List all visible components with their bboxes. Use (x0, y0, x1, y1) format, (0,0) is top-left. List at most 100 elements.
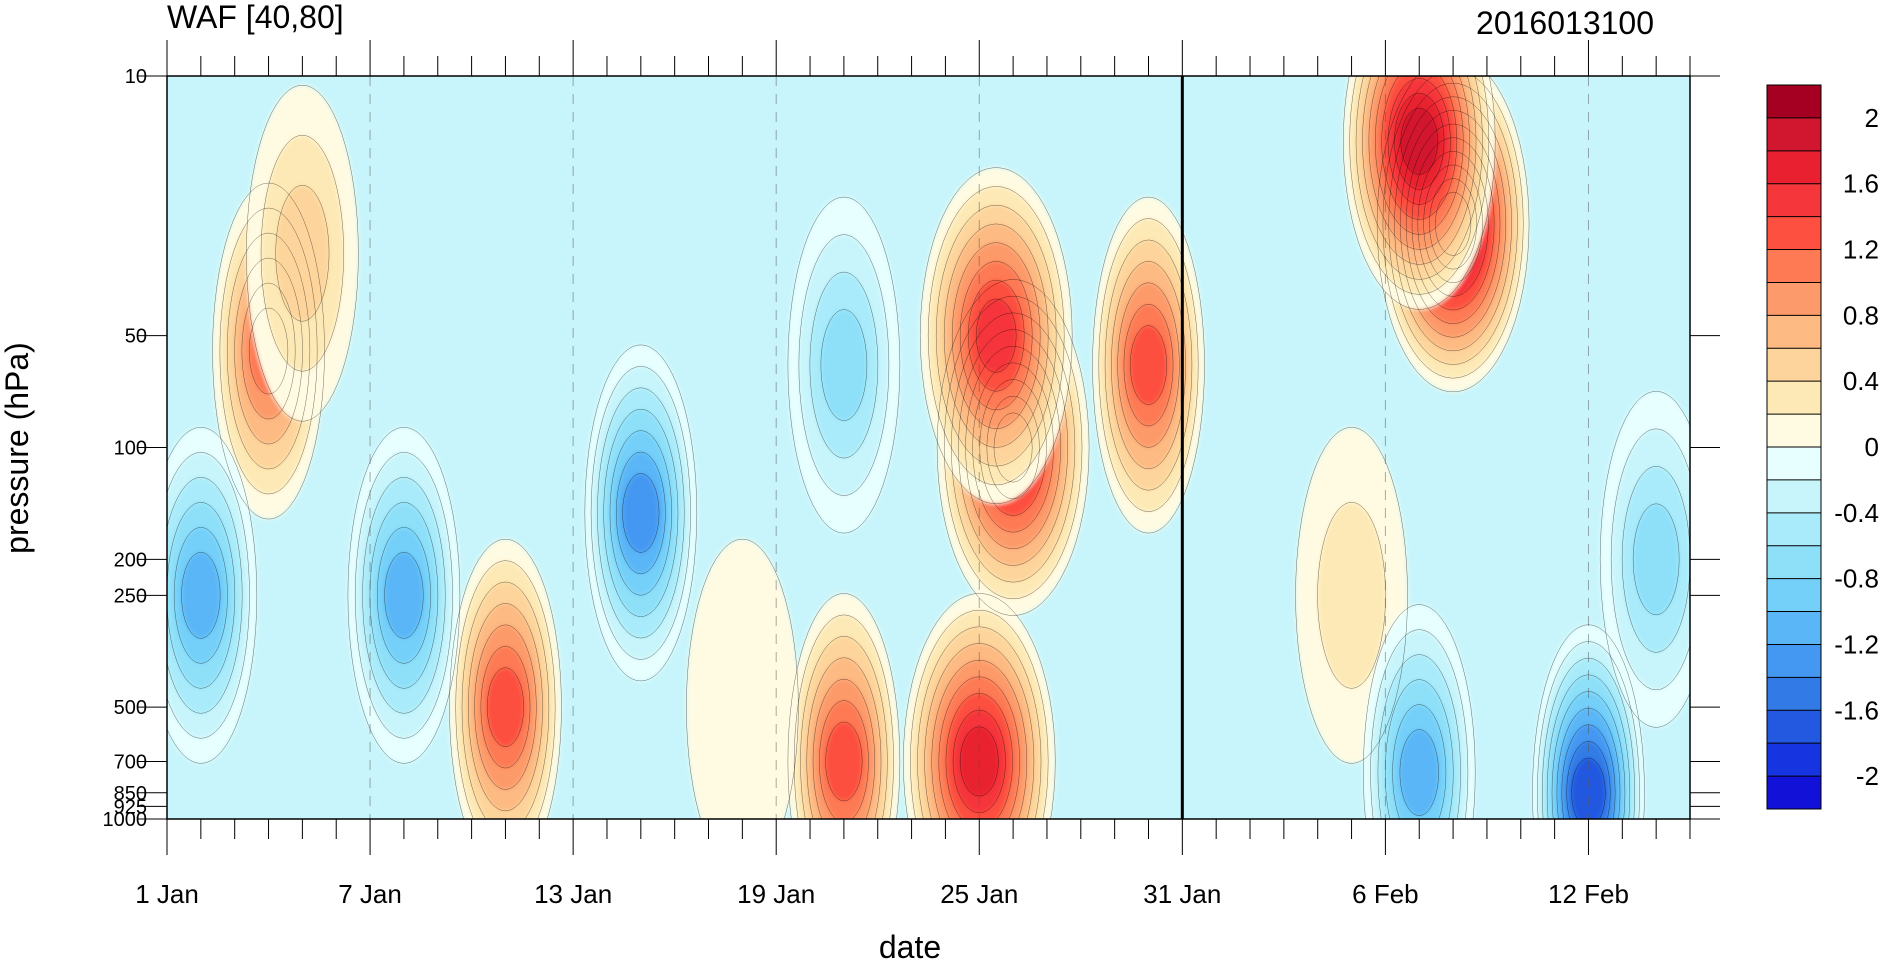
contour-line (468, 603, 543, 812)
colorbar-swatch (1767, 479, 1821, 514)
x-tick-label: 31 Jan (1143, 879, 1221, 909)
contour-line (1370, 629, 1469, 819)
contour-line (455, 560, 556, 819)
contour-line (167, 502, 236, 689)
colorbar-swatch (1767, 578, 1821, 613)
contour-line (936, 279, 1090, 616)
colorbar-label: -2 (1856, 761, 1879, 791)
x-axis: 1 Jan 7 Jan 13 Jan 19 Jan 25 Jan 31 Jan 6 Feb 1… (135, 40, 1691, 909)
contour-line (958, 329, 1069, 566)
colorbar-swatch (1767, 677, 1821, 711)
y-tick-label: 50 (125, 326, 147, 348)
colorbar-swatch (1767, 381, 1821, 415)
contour-line (812, 678, 875, 819)
x-tick-label: 13 Jan (534, 879, 612, 909)
contour-lines (167, 76, 1690, 819)
colorbar-label: 0 (1865, 432, 1879, 462)
x-axis-label: date (879, 929, 941, 961)
contour-line (234, 257, 303, 445)
contour-line (1117, 282, 1180, 448)
contour-line (1423, 164, 1483, 283)
contour-line (616, 451, 666, 575)
contour-feature (920, 167, 1073, 504)
contour-line (1394, 96, 1512, 352)
contour-line (1092, 196, 1205, 534)
y-tick-label: 850 (114, 783, 147, 805)
contour-line (449, 538, 562, 819)
contour-line (241, 282, 296, 420)
colorbar-swatch (1767, 183, 1821, 218)
contour-line (1355, 76, 1483, 280)
y-axis-label: pressure (hPa) (0, 342, 35, 554)
contour-line (1123, 303, 1174, 427)
contour-feature (584, 344, 697, 681)
contour-line (1411, 137, 1495, 311)
contour-line (474, 624, 537, 790)
contour-band (976, 298, 1017, 373)
colorbar-swatch (1767, 282, 1821, 316)
contour-line (1417, 151, 1489, 297)
y-tick-label: 250 (114, 585, 147, 607)
contour-line (793, 614, 894, 819)
contour-line (1400, 110, 1507, 338)
contour-line (1362, 76, 1477, 265)
contour-line (975, 298, 1017, 373)
contour-line (1349, 76, 1490, 295)
contour-line (1098, 218, 1199, 512)
contour-line (1381, 76, 1458, 220)
colorbar-swatch (1767, 611, 1821, 645)
colorbar-label: -0.8 (1834, 564, 1879, 594)
contour-band (487, 667, 524, 747)
contour-feature (686, 539, 799, 819)
contour-line (798, 234, 890, 496)
contour-line (1610, 428, 1690, 691)
colorbar-swatch (1767, 315, 1821, 349)
contour-line (686, 538, 799, 819)
contour-line (1377, 654, 1461, 819)
colorbar-frame (1766, 84, 1822, 810)
contour-line (1392, 704, 1447, 819)
contour-line (1295, 427, 1408, 764)
contour-line (800, 636, 888, 819)
contour-band (1317, 502, 1386, 689)
contour-band (1399, 729, 1439, 816)
contour-line (910, 609, 1049, 819)
contour-line (584, 344, 698, 682)
contour-field (167, 76, 1690, 819)
contour-line (603, 408, 679, 617)
contour-line (1405, 123, 1501, 324)
y-tick-label: 1000 (103, 809, 148, 831)
colorbar-label: 1.2 (1843, 235, 1879, 265)
contour-line (384, 552, 424, 639)
colorbar-label: 0.4 (1843, 366, 1879, 396)
contour-line (820, 309, 868, 421)
contour-line (1129, 325, 1168, 405)
y-tick-label: 100 (114, 438, 147, 460)
plot-area (167, 76, 1690, 819)
contour-feature (1092, 197, 1205, 534)
contour-feature (1343, 76, 1496, 310)
contour-line (1387, 78, 1451, 205)
contour-feature (787, 197, 900, 534)
colorbar-swatch (1767, 545, 1821, 580)
contour-band (181, 552, 221, 639)
contour-line (917, 626, 1042, 819)
contour-line (1363, 604, 1476, 819)
contour-line (986, 395, 1040, 500)
contour-line (943, 223, 1049, 448)
contour-line (903, 593, 1056, 819)
x-tick-label: 25 Jan (940, 879, 1018, 909)
colorbar-label: 0.8 (1843, 300, 1879, 330)
colorbar-swatch (1767, 447, 1821, 481)
contour-line (248, 307, 289, 395)
colorbar-swatch (1767, 776, 1821, 810)
x-tick-label: 7 Jan (338, 879, 402, 909)
x-tick-label: 1 Jan (135, 879, 199, 909)
contour-line (1599, 391, 1690, 728)
contour-line (226, 232, 311, 470)
colorbar-swatch (1767, 150, 1821, 185)
contour-line (1111, 261, 1186, 470)
contour-line (1632, 503, 1680, 616)
